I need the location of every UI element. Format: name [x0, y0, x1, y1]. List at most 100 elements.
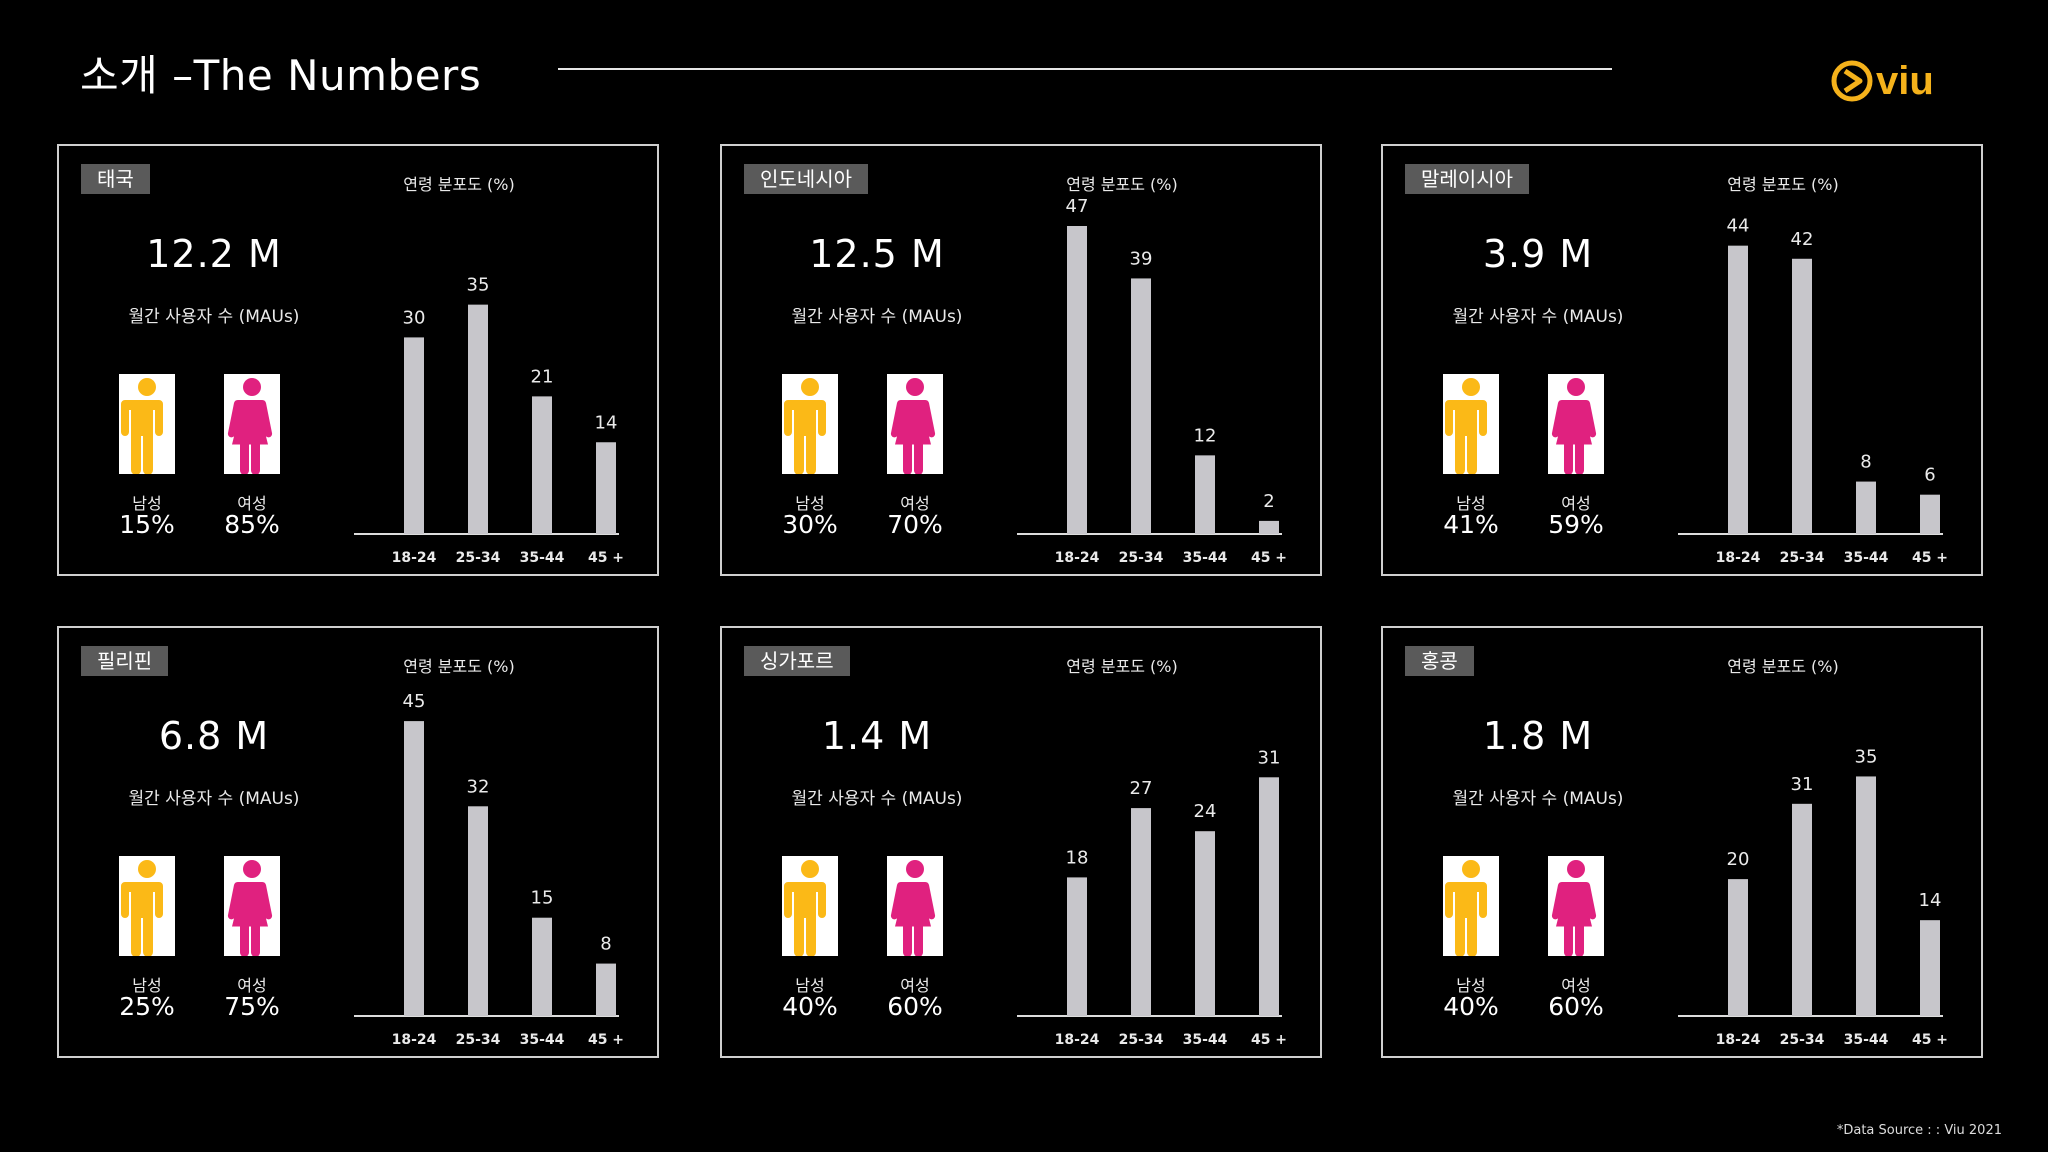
x-tick-label: 45 +: [588, 1032, 624, 1048]
mau-value: 1.4 M: [821, 714, 933, 758]
chart-title: 연령 분포도 (%): [1066, 175, 1177, 194]
country-panel: 말레이시아 3.9 M 월간 사용자 수 (MAUs) 남성 여성 41% 59% 연령 분포…: [1381, 144, 1983, 576]
chart-title: 연령 분포도 (%): [403, 657, 514, 676]
male-share: 41%: [1443, 510, 1499, 539]
chart-title: 연령 분포도 (%): [1066, 657, 1177, 676]
mau-value: 1.8 M: [1482, 714, 1594, 758]
female-person-icon: [1548, 374, 1604, 474]
x-tick-label: 25-34: [1780, 550, 1825, 566]
male-share: 40%: [782, 992, 838, 1021]
bar-value-label: 47: [1066, 196, 1089, 217]
male-person-icon: [119, 374, 175, 474]
bar: [1259, 520, 1279, 534]
female-label: 여성: [1561, 976, 1591, 995]
female-label: 여성: [237, 494, 267, 513]
x-tick-label: 18-24: [392, 550, 437, 566]
country-panel: 필리핀 6.8 M 월간 사용자 수 (MAUs) 남성 여성 25% 75% 연령 분포도 …: [57, 626, 659, 1058]
bar-value-label: 35: [1855, 746, 1878, 767]
bar-value-label: 42: [1791, 229, 1814, 250]
country-panel: 인도네시아 12.5 M 월간 사용자 수 (MAUs) 남성 여성 30% 70% 연령 분…: [720, 144, 1322, 576]
female-person-icon: [224, 856, 280, 956]
male-share: 40%: [1443, 992, 1499, 1021]
bar-value-label: 44: [1727, 216, 1750, 237]
bar-value-label: 8: [600, 934, 611, 955]
bar: [1131, 808, 1151, 1016]
bar: [532, 396, 552, 534]
bar: [1792, 803, 1812, 1016]
country-label: 말레이시아: [1405, 164, 1529, 194]
x-tick-label: 18-24: [392, 1032, 437, 1048]
country-panel: 홍콩 1.8 M 월간 사용자 수 (MAUs) 남성 여성 40% 60% 연령 분포도 (…: [1381, 626, 1983, 1058]
mau-label: 월간 사용자 수 (MAUs): [128, 789, 300, 809]
x-tick-label: 35-44: [520, 1032, 565, 1048]
female-label: 여성: [900, 976, 930, 995]
bar: [1920, 494, 1940, 534]
male-person-icon: [782, 374, 838, 474]
x-tick-label: 35-44: [1844, 550, 1889, 566]
x-tick-label: 18-24: [1055, 1032, 1100, 1048]
x-tick-label: 25-34: [456, 550, 501, 566]
bar: [468, 304, 488, 534]
mau-label: 월간 사용자 수 (MAUs): [1452, 789, 1624, 809]
bar: [1728, 879, 1748, 1016]
male-person-icon: [1443, 856, 1499, 956]
brand-wordmark: viu: [1876, 59, 1934, 103]
bar-value-label: 15: [531, 888, 554, 909]
bar-value-label: 27: [1130, 778, 1153, 799]
bar-value-label: 14: [595, 412, 618, 433]
mau-value: 3.9 M: [1482, 232, 1594, 276]
bar: [1856, 481, 1876, 534]
bar-value-label: 24: [1194, 801, 1217, 822]
age-distribution-chart: 연령 분포도 (%) 20 18-24 31 25-34 35 35-44 14 45 +: [1663, 628, 1983, 1058]
x-tick-label: 35-44: [1183, 1032, 1228, 1048]
bar: [404, 721, 424, 1016]
male-share: 15%: [119, 510, 175, 539]
data-source-footnote: *Data Source : : Viu 2021: [1836, 1123, 2002, 1138]
male-person-icon: [782, 856, 838, 956]
x-tick-label: 45 +: [1251, 1032, 1287, 1048]
bar: [532, 917, 552, 1016]
country-label: 인도네시아: [744, 164, 868, 194]
x-tick-label: 45 +: [1251, 550, 1287, 566]
female-share: 60%: [1548, 992, 1604, 1021]
x-tick-label: 18-24: [1716, 1032, 1761, 1048]
female-person-icon: [887, 856, 943, 956]
bar-value-label: 30: [403, 307, 426, 328]
bar-value-label: 31: [1258, 747, 1281, 768]
age-distribution-chart: 연령 분포도 (%) 47 18-24 39 25-34 12 35-44 2 45 +: [1002, 146, 1322, 576]
country-panel: 싱가포르 1.4 M 월간 사용자 수 (MAUs) 남성 여성 40% 60% 연령 분포도…: [720, 626, 1322, 1058]
bar-value-label: 39: [1130, 248, 1153, 269]
mau-value: 12.5 M: [809, 232, 945, 276]
bar: [1195, 831, 1215, 1016]
x-tick-label: 18-24: [1716, 550, 1761, 566]
bar: [596, 442, 616, 534]
bar: [596, 963, 616, 1016]
bar-value-label: 45: [403, 691, 426, 712]
x-tick-label: 35-44: [1844, 1032, 1889, 1048]
bar-value-label: 35: [467, 275, 490, 296]
female-person-icon: [1548, 856, 1604, 956]
x-tick-label: 45 +: [588, 550, 624, 566]
male-share: 30%: [782, 510, 838, 539]
male-label: 남성: [795, 494, 825, 513]
female-share: 85%: [224, 510, 280, 539]
bar: [1067, 877, 1087, 1016]
chart-title: 연령 분포도 (%): [403, 175, 514, 194]
title-divider: [558, 68, 1612, 70]
mau-value: 6.8 M: [158, 714, 270, 758]
female-share: 59%: [1548, 510, 1604, 539]
page-title: 소개 –The Numbers: [80, 51, 482, 100]
age-distribution-chart: 연령 분포도 (%) 30 18-24 35 25-34 21 35-44 14 45 +: [339, 146, 659, 576]
male-share: 25%: [119, 992, 175, 1021]
x-tick-label: 35-44: [520, 550, 565, 566]
male-label: 남성: [1456, 494, 1486, 513]
bar: [1259, 777, 1279, 1016]
bar-value-label: 18: [1066, 847, 1089, 868]
x-tick-label: 25-34: [1780, 1032, 1825, 1048]
male-label: 남성: [132, 976, 162, 995]
male-person-icon: [1443, 374, 1499, 474]
bar-value-label: 8: [1860, 452, 1871, 473]
female-share: 75%: [224, 992, 280, 1021]
bar: [1067, 226, 1087, 534]
female-person-icon: [887, 374, 943, 474]
